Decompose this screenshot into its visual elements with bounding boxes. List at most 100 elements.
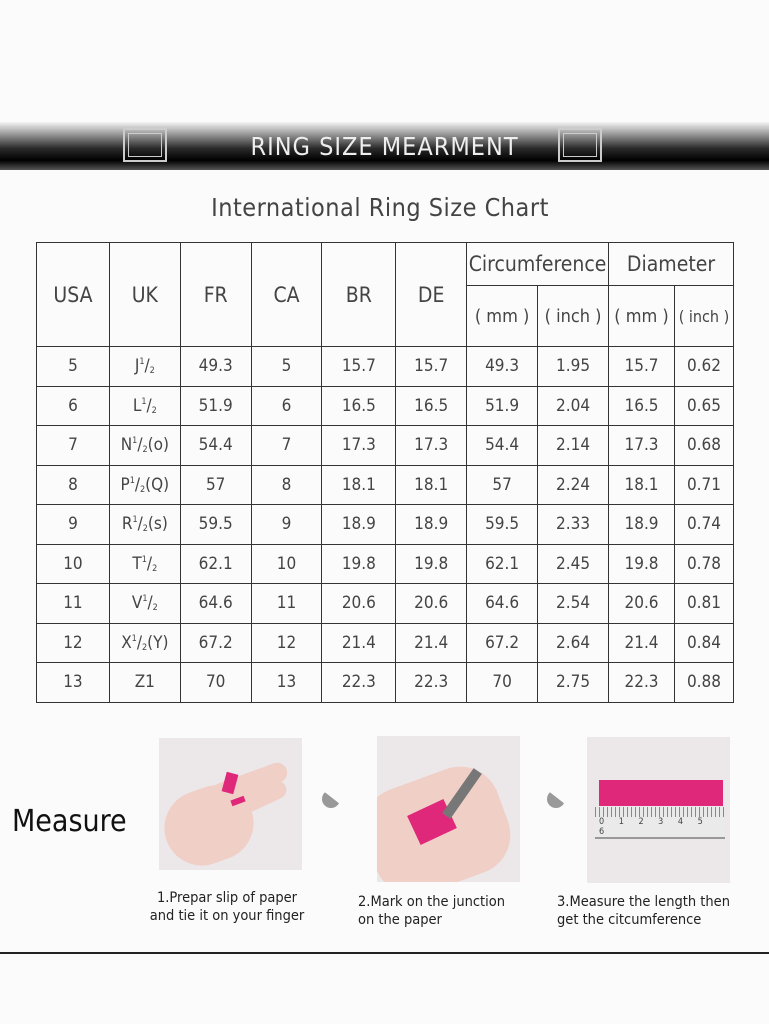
- cell-circ-in: 2.33: [537, 504, 610, 545]
- cell-br: 19.8: [321, 543, 397, 584]
- half-mark: 1/2: [132, 435, 148, 456]
- cell-usa: 7: [36, 425, 110, 466]
- uk-alt-size: (s): [147, 514, 168, 535]
- header-ca: CA: [250, 242, 323, 347]
- cell-uk: R1/2(s): [108, 504, 181, 545]
- cell-br: 22.3: [321, 662, 397, 703]
- cell-dia-in: 0.74: [673, 504, 735, 545]
- cell-br: 16.5: [321, 385, 397, 426]
- uk-size: T: [132, 553, 142, 574]
- uk-alt-size: (Y): [147, 632, 169, 653]
- cell-br: 20.6: [321, 583, 397, 624]
- half-mark: 1/2: [132, 514, 148, 535]
- step-1-line2: and tie it on your finger: [149, 908, 305, 924]
- cell-usa: 12: [36, 622, 110, 663]
- step-1-line1: 1.Prepar slip of paper: [156, 890, 298, 906]
- cell-circ-mm: 51.9: [466, 385, 539, 426]
- step-2-image: [377, 736, 520, 882]
- cell-de: 16.5: [395, 385, 468, 426]
- table-row: 5 J1/2 49.3 5 15.7 15.7 49.3 1.95 15.7 0.62: [36, 346, 735, 387]
- step-2-caption: 2.Mark on the junction on the paper: [358, 893, 505, 929]
- header-diameter: Diameter: [608, 242, 734, 286]
- table-row: 7 N1/2(o) 54.4 7 17.3 17.3 54.4 2.14 17.3 0.68: [36, 425, 735, 466]
- cell-dia-mm: 17.3: [608, 425, 675, 466]
- header-fr: FR: [179, 242, 252, 347]
- cell-circ-mm: 49.3: [466, 346, 539, 387]
- cell-dia-mm: 18.1: [608, 464, 675, 505]
- cell-br: 15.7: [321, 346, 397, 387]
- cell-br: 17.3: [321, 425, 397, 466]
- cell-uk: N1/2(o): [108, 425, 181, 466]
- cell-ca: 11: [250, 583, 323, 624]
- header-dia-inch: ( inch ): [673, 285, 735, 347]
- cell-circ-mm: 57: [466, 464, 539, 505]
- uk-size: V: [131, 593, 143, 614]
- cell-usa: 8: [36, 464, 110, 505]
- cell-circ-in: 2.64: [537, 622, 610, 663]
- header-usa: USA: [36, 242, 110, 347]
- half-mark: 1/2: [142, 593, 158, 614]
- cell-uk: Z1: [108, 662, 181, 703]
- cell-uk: L1/2: [108, 385, 181, 426]
- cell-circ-mm: 67.2: [466, 622, 539, 663]
- cell-dia-in: 0.81: [673, 583, 735, 624]
- cell-fr: 54.4: [179, 425, 252, 466]
- step-3-line1: 3.Measure the length then: [557, 894, 730, 910]
- cell-de: 19.8: [395, 543, 468, 584]
- cell-dia-in: 0.88: [673, 662, 735, 703]
- uk-size: Z1: [134, 672, 155, 693]
- measure-label: Measure: [12, 804, 127, 839]
- step-3-image: 0 1 2 3 4 5 6: [587, 737, 730, 883]
- uk-alt-size: (o): [147, 435, 169, 456]
- cell-fr: 59.5: [179, 504, 252, 545]
- half-mark: 1/2: [131, 632, 148, 653]
- cell-dia-in: 0.78: [673, 543, 735, 584]
- table-row: 9 R1/2(s) 59.5 9 18.9 18.9 59.5 2.33 18.9 0.74: [36, 504, 735, 545]
- header-circ-mm: ( mm ): [466, 285, 539, 347]
- cell-fr: 67.2: [179, 622, 252, 663]
- cell-circ-in: 1.95: [537, 346, 610, 387]
- header-br: BR: [321, 242, 397, 347]
- ring-size-table: USA UK FR CA BR DE Circumference Diamete…: [36, 242, 735, 703]
- cell-de: 17.3: [395, 425, 468, 466]
- cell-dia-mm: 19.8: [608, 543, 675, 584]
- half-mark: 1/2: [139, 356, 155, 377]
- cell-fr: 70: [179, 662, 252, 703]
- half-mark: 1/2: [141, 395, 157, 416]
- cell-uk: T1/2: [108, 543, 181, 584]
- divider: [0, 952, 769, 954]
- uk-size: J: [134, 356, 140, 377]
- cell-circ-in: 2.75: [537, 662, 610, 703]
- uk-size: X: [121, 632, 132, 653]
- cell-dia-mm: 16.5: [608, 385, 675, 426]
- cell-ca: 10: [250, 543, 323, 584]
- table-body: 5 J1/2 49.3 5 15.7 15.7 49.3 1.95 15.7 0.62 6 L1/2 5…: [36, 346, 735, 703]
- cell-de: 18.1: [395, 464, 468, 505]
- cell-usa: 11: [36, 583, 110, 624]
- cell-de: 18.9: [395, 504, 468, 545]
- step-3-line2: get the citcumference: [557, 912, 702, 928]
- cell-ca: 5: [250, 346, 323, 387]
- cell-circ-mm: 64.6: [466, 583, 539, 624]
- cell-circ-in: 2.45: [537, 543, 610, 584]
- banner-title: RING SIZE MEARMENT: [250, 132, 519, 161]
- half-mark: 1/2: [129, 474, 146, 495]
- cell-uk: P1/2(Q): [108, 464, 181, 505]
- step-2-line2: on the paper: [358, 912, 442, 928]
- header-dia-mm: ( mm ): [608, 285, 675, 347]
- uk-size: N: [120, 435, 133, 456]
- cell-ca: 13: [250, 662, 323, 703]
- header-de: DE: [395, 242, 468, 347]
- cell-ca: 12: [250, 622, 323, 663]
- cell-fr: 49.3: [179, 346, 252, 387]
- cell-fr: 57: [179, 464, 252, 505]
- cell-dia-mm: 15.7: [608, 346, 675, 387]
- cell-dia-in: 0.84: [673, 622, 735, 663]
- table-row: 8 P1/2(Q) 57 8 18.1 18.1 57 2.24 18.1 0.71: [36, 464, 735, 505]
- square-icon: [123, 128, 167, 162]
- cell-usa: 10: [36, 543, 110, 584]
- step-3-caption: 3.Measure the length then get the citcum…: [557, 893, 730, 929]
- cell-dia-in: 0.65: [673, 385, 735, 426]
- cell-dia-in: 0.68: [673, 425, 735, 466]
- table-row: 13 Z1 70 13 22.3 22.3 70 2.75 22.3 0.88: [36, 662, 735, 703]
